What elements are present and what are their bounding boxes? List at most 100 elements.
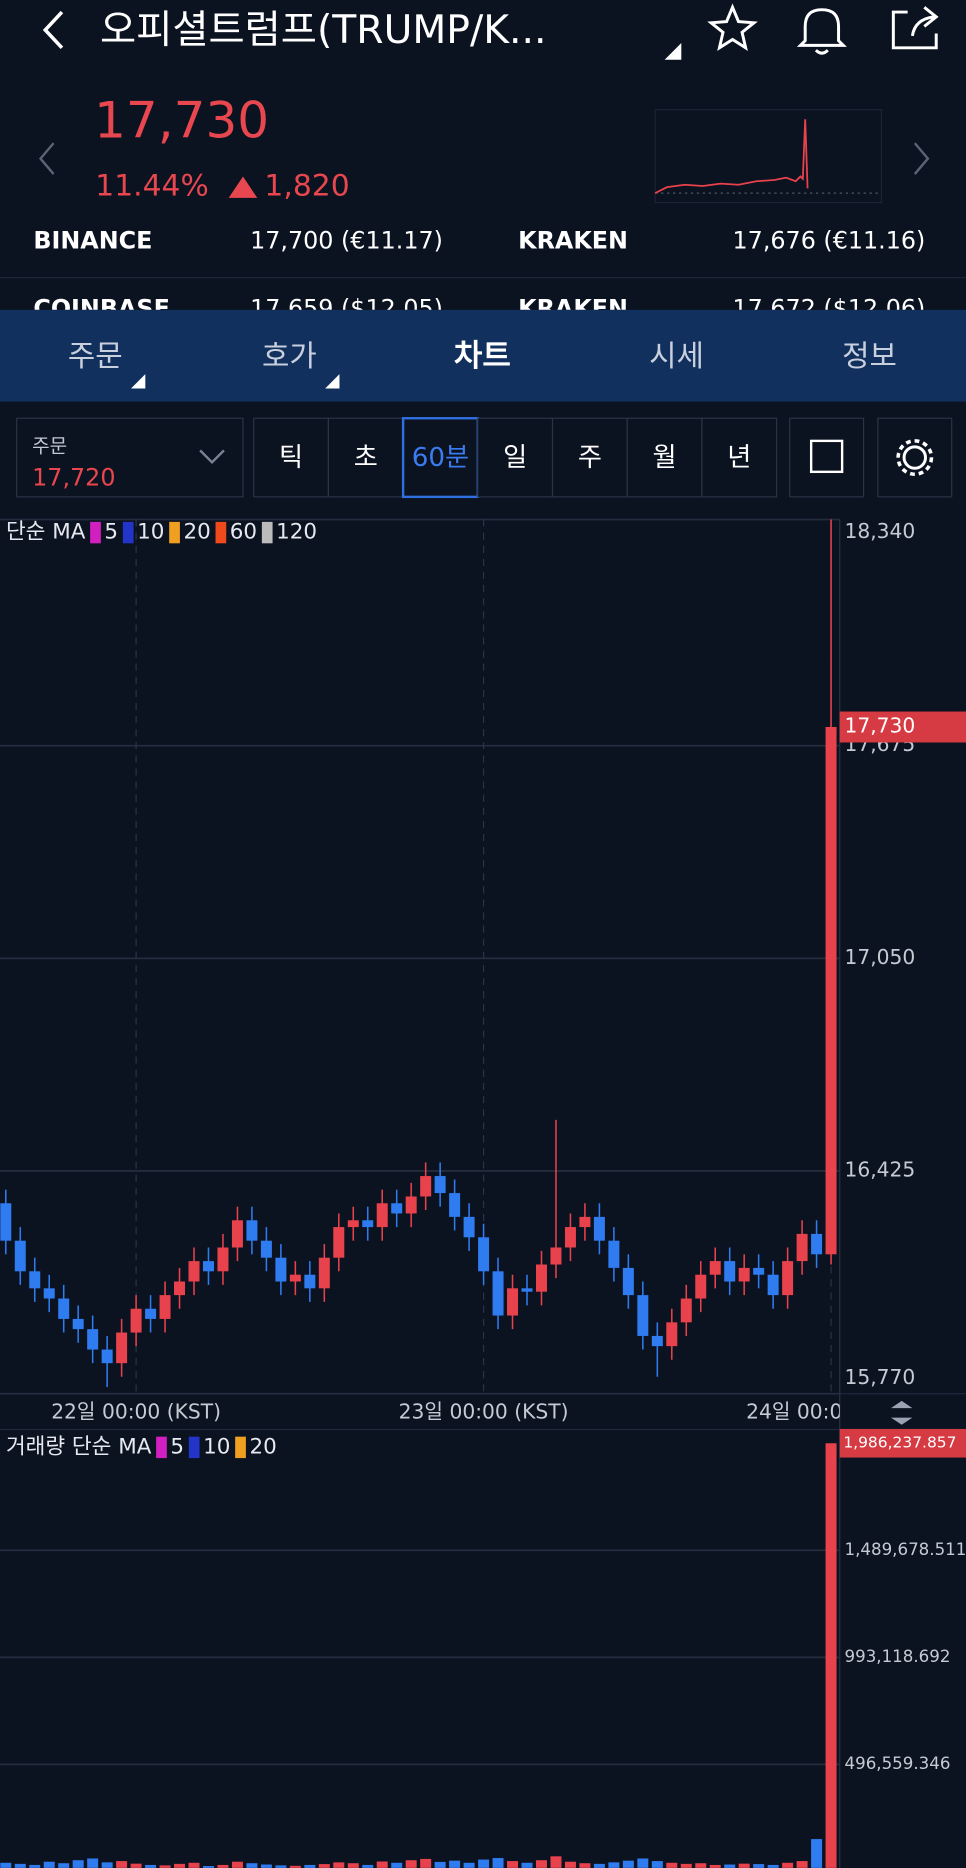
volume-bar — [43, 1861, 55, 1868]
volume-bar — [0, 1862, 12, 1868]
candle-body — [260, 1240, 272, 1258]
share-button[interactable] — [891, 6, 939, 50]
change-rate: 11.44% — [95, 169, 209, 204]
order-box[interactable] — [16, 417, 244, 498]
price-marker-label: 17,730 — [845, 714, 916, 738]
mini-chart — [654, 109, 883, 204]
tab[interactable]: 정보 — [842, 339, 897, 374]
candle-body — [709, 1261, 721, 1275]
candle-body — [550, 1247, 562, 1265]
title-dropdown[interactable] — [664, 43, 682, 60]
mini-chart-frame — [654, 109, 883, 204]
candle-body — [593, 1216, 605, 1241]
volume-bar — [101, 1862, 113, 1868]
volume-bar — [145, 1864, 157, 1868]
volume-bar — [246, 1863, 258, 1868]
candle-body — [637, 1295, 649, 1336]
mini-chart-line — [654, 119, 809, 194]
volume-bar — [579, 1863, 591, 1868]
candle-body — [753, 1267, 765, 1275]
tab[interactable]: 주문 — [68, 339, 123, 374]
candle-body — [14, 1240, 26, 1272]
candle-body — [231, 1220, 243, 1248]
volume-bar — [492, 1858, 504, 1868]
volume-bar — [434, 1861, 446, 1868]
volume-bar — [174, 1863, 186, 1868]
candle-body — [347, 1220, 359, 1228]
volume-bar — [333, 1862, 345, 1868]
candles — [0, 519, 837, 1387]
volume-bar — [463, 1862, 475, 1868]
candle-body — [159, 1295, 171, 1319]
back-button[interactable] — [42, 10, 64, 50]
legend-label: 단순 MA — [6, 520, 86, 545]
candle-body — [217, 1247, 229, 1272]
volume-bar — [593, 1863, 605, 1868]
legend-item: 20 — [183, 520, 210, 545]
candle-body — [680, 1298, 692, 1323]
period-button[interactable] — [253, 417, 330, 498]
candle-body — [391, 1203, 403, 1214]
up-icon — [228, 176, 258, 198]
prev-button[interactable] — [38, 142, 55, 175]
period-label: 년 — [727, 443, 751, 473]
candle-body — [811, 1233, 823, 1255]
order-label: 주문 — [32, 435, 67, 457]
tab[interactable]: 시세 — [649, 339, 704, 374]
period-button[interactable] — [477, 417, 554, 498]
candle-body — [405, 1196, 417, 1214]
candle-body — [507, 1288, 519, 1316]
candle-body — [666, 1322, 678, 1347]
candle-body — [58, 1298, 70, 1319]
candle-body — [275, 1257, 287, 1282]
x-tick-label: 22일 00:00 (KST) — [51, 1399, 221, 1423]
volume-bar — [507, 1861, 519, 1868]
drawing-button[interactable] — [789, 417, 865, 498]
tab[interactable]: 호가 — [262, 339, 317, 374]
volume-bar — [202, 1866, 214, 1868]
volume-bar — [782, 1862, 794, 1868]
volume-bar — [767, 1864, 779, 1868]
period-button[interactable] — [327, 417, 404, 498]
settings-button[interactable] — [877, 417, 953, 498]
period-label: 60분 — [412, 443, 469, 473]
exchange-name: BINANCE — [33, 226, 152, 254]
next-button[interactable] — [913, 142, 930, 175]
volume-bar — [188, 1862, 200, 1868]
volume-bar — [666, 1862, 678, 1868]
candle-body — [695, 1274, 707, 1299]
volume-bar — [753, 1864, 765, 1868]
y-tick-label: 993,118.692 — [845, 1647, 951, 1666]
alert-button[interactable] — [796, 8, 847, 55]
period-button[interactable] — [401, 417, 480, 499]
volume-bar — [680, 1863, 692, 1868]
period-button[interactable] — [551, 417, 628, 498]
x-axis: 22일 00:00 (KST) 23일 00:00 (KST) 24일 00:00 … — [51, 1399, 840, 1423]
legend-swatch — [122, 521, 134, 544]
volume-bar — [260, 1864, 272, 1868]
resize-handle[interactable] — [890, 1400, 913, 1425]
tab-dropdown — [325, 374, 340, 389]
tab-active[interactable]: 차트 — [454, 338, 511, 374]
volume-bar — [289, 1865, 301, 1868]
period-label: 일 — [503, 443, 527, 473]
legend-item: 120 — [276, 520, 317, 545]
candle-body — [376, 1203, 388, 1228]
candle-body — [463, 1216, 475, 1238]
candle-body — [782, 1261, 794, 1296]
candle-body — [130, 1308, 142, 1333]
period-button[interactable] — [701, 417, 778, 498]
legend-item: 5 — [170, 1434, 184, 1459]
candle-body — [724, 1261, 736, 1282]
exchange-price: 17,700 (€11.17) — [250, 226, 443, 254]
volume-bars — [0, 1443, 837, 1868]
volume-bar — [695, 1863, 707, 1868]
favorite-button[interactable] — [707, 3, 758, 52]
candle-body — [188, 1261, 200, 1282]
candle-body — [651, 1335, 663, 1347]
candle-body — [478, 1237, 490, 1272]
exchange-name: COINBASE — [33, 294, 170, 322]
candle-body — [29, 1271, 41, 1289]
